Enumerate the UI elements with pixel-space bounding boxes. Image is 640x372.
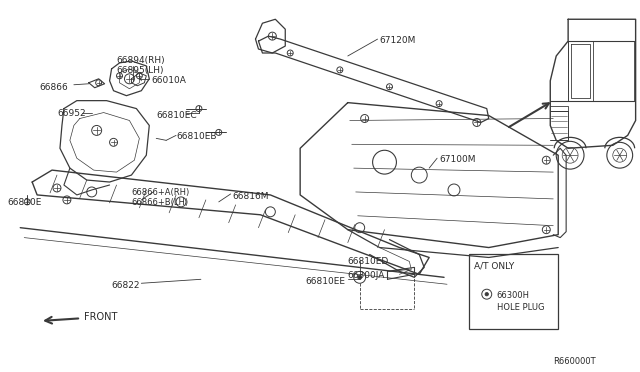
Text: 66866: 66866 <box>39 83 68 92</box>
Text: A/T ONLY: A/T ONLY <box>474 262 514 270</box>
Text: 66810E: 66810E <box>7 198 42 207</box>
Text: 66866+B(LH): 66866+B(LH) <box>131 198 189 207</box>
Text: 66816M: 66816M <box>233 192 269 201</box>
Text: 66810ED: 66810ED <box>348 257 389 266</box>
Circle shape <box>485 292 488 296</box>
Text: 66866+A(RH): 66866+A(RH) <box>131 188 189 197</box>
Text: 66810EB: 66810EB <box>176 132 216 141</box>
Text: 66894(RH): 66894(RH) <box>116 56 165 65</box>
Text: 66822: 66822 <box>111 281 140 290</box>
Text: 66810EE: 66810EE <box>305 277 345 286</box>
Text: 67100M: 67100M <box>439 155 476 164</box>
Text: 67120M: 67120M <box>380 36 416 45</box>
Text: FRONT: FRONT <box>45 312 117 324</box>
Circle shape <box>358 275 362 279</box>
Text: 66300JA: 66300JA <box>348 271 385 280</box>
FancyBboxPatch shape <box>469 254 558 329</box>
Text: HOLE PLUG: HOLE PLUG <box>497 303 544 312</box>
Text: R660000T: R660000T <box>553 357 596 366</box>
Text: 66895(LH): 66895(LH) <box>116 66 164 75</box>
Text: 66300H: 66300H <box>497 291 530 300</box>
Text: 66010A: 66010A <box>151 76 186 85</box>
Text: 66952: 66952 <box>57 109 86 118</box>
Text: 66810EC: 66810EC <box>156 110 197 119</box>
